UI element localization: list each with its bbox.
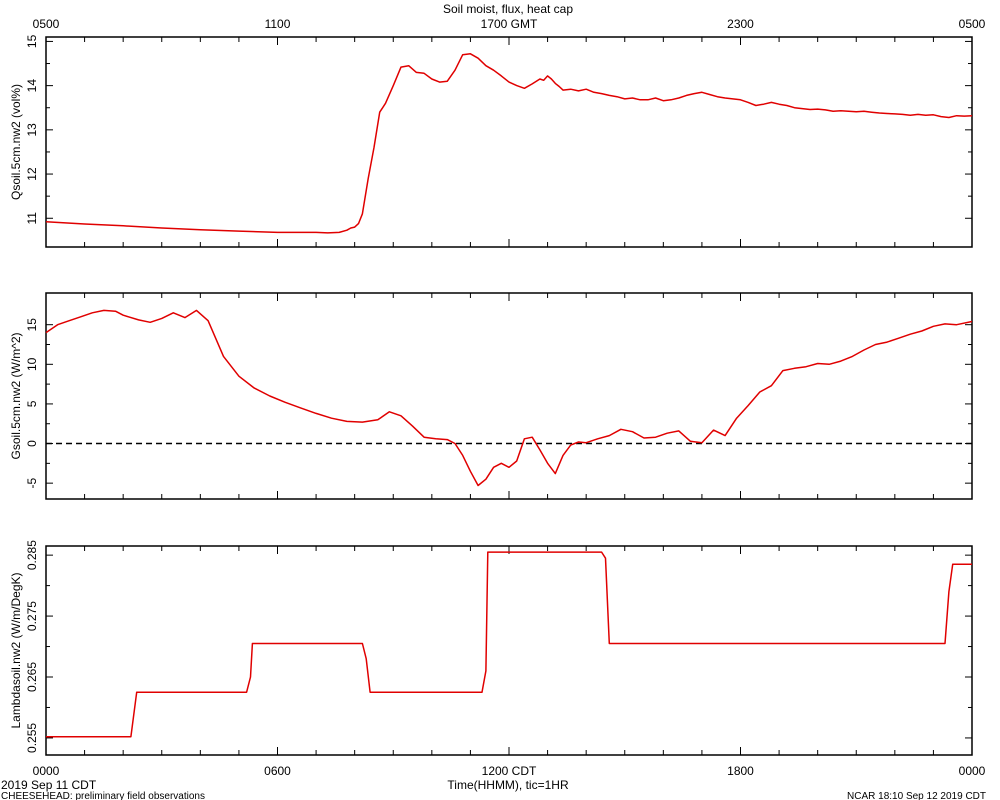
bottom-axis-label: 0600 — [264, 764, 291, 778]
series-line-2 — [45, 309, 973, 487]
y-tick-label: 0 — [25, 440, 39, 447]
bottom-axis-label: 1800 — [727, 764, 754, 778]
y-tick-label: 11 — [25, 212, 39, 225]
top-axis-label: 0500 — [959, 17, 986, 31]
footer-right: NCAR 18:10 Sep 12 2019 CDT — [847, 791, 986, 800]
y-tick-label: 0.265 — [25, 662, 39, 692]
panel-frame — [45, 292, 973, 500]
series-line-3 — [46, 551, 972, 738]
footer-left: CHEESEHEAD: preliminary field observatio… — [1, 791, 205, 800]
y-tick-label: -5 — [25, 477, 39, 488]
y-tick-label: 13 — [25, 123, 39, 137]
y-tick-label: 15 — [25, 34, 39, 48]
y-tick-label: 0.275 — [25, 601, 39, 631]
y-tick-label: 14 — [25, 79, 39, 93]
y-axis-label: Qsoil.5cm.nw2 (vol%) — [9, 84, 23, 200]
y-tick-label: 5 — [25, 400, 39, 407]
bottom-axis-label: 1200 CDT — [482, 764, 537, 778]
y-tick-label: 12 — [25, 167, 39, 181]
y-tick-label: 15 — [25, 318, 39, 332]
top-axis-label: 2300 — [727, 17, 754, 31]
series-line-1 — [45, 53, 973, 234]
x-axis-label: Time(HHMM), tic=1HR — [447, 778, 569, 792]
bottom-axis-label: 0000 — [959, 764, 986, 778]
y-tick-label: 0.255 — [25, 723, 39, 753]
panel-frame — [45, 545, 973, 756]
chart-title: Soil moist, flux, heat cap — [443, 2, 573, 16]
y-tick-label: 0.285 — [25, 540, 39, 570]
y-tick-label: 10 — [25, 357, 39, 371]
y-axis-label: Lambdasoil.nw2 (W/m/DegK) — [9, 572, 23, 728]
panel-frame — [45, 36, 973, 248]
top-axis-label: 0500 — [33, 17, 60, 31]
y-axis-label: Gsoil.5cm.nw2 (W/m^2) — [9, 333, 23, 460]
bottom-axis-label: 0000 — [33, 764, 60, 778]
panel-1: 11 12 13 14 15 Qsoil.5cm.nw2 (vol%) — [9, 34, 973, 248]
top-axis-label: 1700 GMT — [481, 17, 538, 31]
top-axis-label: 1100 — [265, 17, 291, 31]
footer-left-date: 2019 Sep 11 CDT — [1, 778, 97, 792]
